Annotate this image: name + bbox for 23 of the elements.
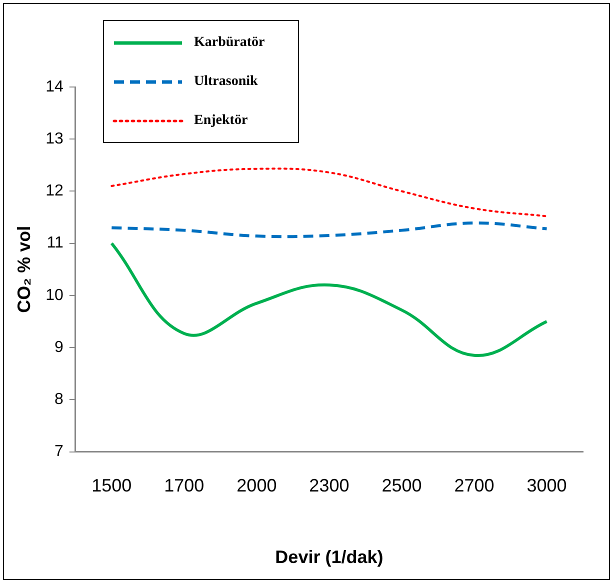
legend-label: Ultrasonik [194, 74, 258, 90]
y-tick-label: 11 [46, 234, 64, 252]
x-axis-title: Devir (1/dak) [275, 547, 384, 568]
line-series [110, 168, 548, 218]
line-series [110, 242, 548, 357]
y-tick-label: 14 [46, 78, 64, 96]
y-tick-label: 7 [54, 443, 64, 460]
legend-label: Karbüratör [194, 34, 265, 50]
line-series [110, 222, 548, 238]
y-axis-title: CO₂ % vol [14, 226, 34, 313]
y-tick-label: 12 [46, 182, 64, 200]
legend-label: Enjektör [194, 112, 248, 128]
y-tick-label: 13 [46, 130, 64, 148]
x-tick-label: 2500 [382, 476, 422, 496]
x-tick-label: 1500 [92, 476, 132, 496]
y-tick-label: 8 [54, 391, 64, 408]
x-tick-label: 1700 [164, 476, 204, 496]
x-tick-label: 2000 [236, 476, 277, 496]
x-tick-label: 2300 [309, 476, 350, 496]
y-tick-label: 10 [46, 286, 64, 304]
x-tick-label: 3000 [526, 476, 567, 496]
x-tick-label: 2700 [454, 476, 494, 496]
y-tick-label: 9 [54, 338, 64, 356]
